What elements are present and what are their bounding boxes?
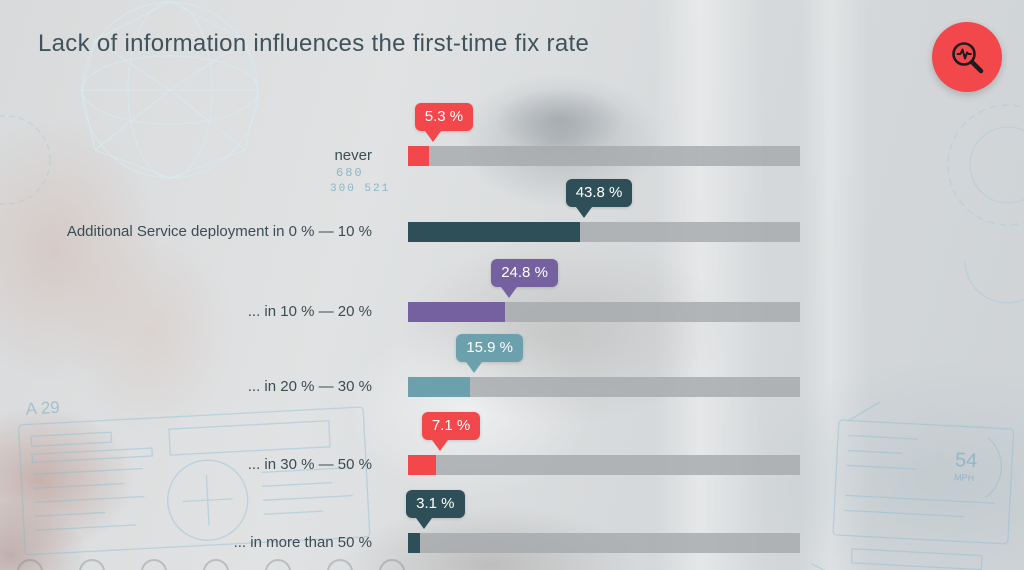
- callout-tail: [466, 362, 483, 373]
- page-title: Lack of information influences the first…: [38, 30, 590, 57]
- value-callout: 43.8 %: [565, 179, 633, 218]
- value-callout: 7.1 %: [421, 412, 481, 451]
- value-callout: 15.9 %: [456, 334, 524, 373]
- category-label: Additional Service deployment in 0 % — 1…: [66, 223, 372, 240]
- bar-track: 43.8 %: [408, 179, 800, 242]
- value-callout: 5.3 %: [414, 103, 474, 142]
- bar-row: never 5.3 %: [0, 103, 1024, 166]
- bar-row: Additional Service deployment in 0 % — 1…: [0, 179, 1024, 242]
- bar-row: ... in 10 % — 20 % 24.8 %: [0, 259, 1024, 322]
- bar-fill: [408, 222, 580, 242]
- category-label: ... in 20 % — 30 %: [247, 378, 372, 395]
- callout-tail: [424, 131, 441, 142]
- bar-row: ... in more than 50 % 3.1 %: [0, 490, 1024, 553]
- bar-fill: [408, 302, 506, 322]
- value-callout: 3.1 %: [406, 490, 465, 529]
- bar-track: 24.8 %: [408, 259, 800, 322]
- bar-track: 3.1 %: [406, 490, 800, 553]
- pulse-search-button[interactable]: [932, 22, 1002, 92]
- bar-track: 15.9 %: [408, 334, 800, 397]
- bar-fill: [408, 377, 471, 397]
- callout-tail: [416, 518, 433, 529]
- pulse-magnifier-icon: [952, 42, 984, 74]
- category-label: ... in more than 50 %: [233, 534, 372, 551]
- category-label: never: [334, 147, 372, 164]
- bar-fill: [408, 533, 421, 553]
- category-label: ... in 30 % — 50 %: [247, 456, 372, 473]
- bar-fill: [408, 146, 429, 166]
- bar-track: 7.1 %: [408, 412, 800, 475]
- category-label: ... in 10 % — 20 %: [247, 303, 372, 320]
- bar-track: 5.3 %: [408, 103, 800, 166]
- bar-fill: [408, 455, 436, 475]
- bar-row: ... in 20 % — 30 % 15.9 %: [0, 334, 1024, 397]
- bar-row: ... in 30 % — 50 % 7.1 %: [0, 412, 1024, 475]
- callout-tail: [575, 207, 592, 218]
- callout-tail: [501, 287, 518, 298]
- value-callout: 24.8 %: [491, 259, 558, 298]
- callout-tail: [431, 440, 448, 451]
